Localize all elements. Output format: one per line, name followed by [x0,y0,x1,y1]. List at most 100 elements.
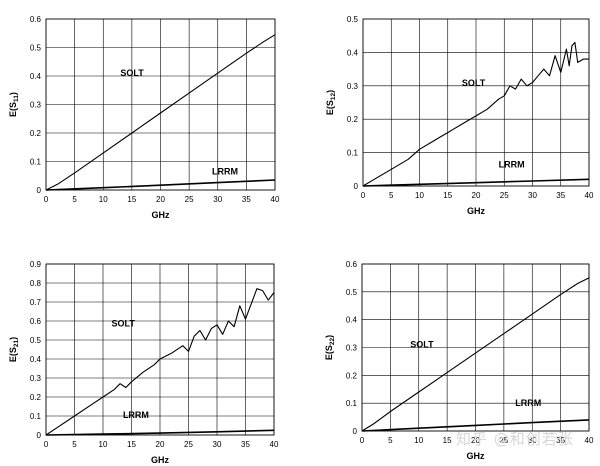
x-tick-label: 10 [99,440,108,449]
x-tick-label: 20 [156,195,165,204]
series-line-solt [45,288,275,436]
watermark-text: 知乎 @和创若张 [456,430,574,448]
x-tick-label: 40 [585,436,594,445]
y-tick-label: 0 [353,427,358,436]
y-tick-label: 0.5 [347,15,359,24]
y-tick-label: 0.4 [30,72,42,81]
series-line-lrrm [362,178,590,187]
y-tick-label: 0.9 [30,260,42,269]
x-tick-label: 0 [44,440,49,449]
series-label-lrrm: LRRM [212,166,238,176]
plot-frame [45,18,276,191]
y-tick-label: 0 [37,186,42,195]
y-tick-label: 0.1 [30,412,42,421]
x-tick-label: 15 [443,436,452,445]
x-tick-label: 0 [361,191,366,200]
x-tick-label: 5 [389,191,394,200]
x-tick-label: 30 [213,440,222,449]
y-axis-label: E(S22) [324,335,336,360]
plot-frame [362,18,590,187]
y-tick-label: 0.6 [30,317,42,326]
y-axis-label: E(S11) [8,92,20,117]
x-tick-label: 10 [414,436,423,445]
y-tick-label: 0 [354,182,359,191]
y-tick-label: 0.6 [346,260,358,269]
y-tick-label: 0.3 [30,101,42,110]
y-tick-label: 0.4 [30,355,42,364]
series-line-solt [45,34,276,191]
x-tick-label: 40 [271,195,280,204]
y-tick-label: 0.4 [346,316,358,325]
x-tick-label: 15 [127,440,136,449]
x-tick-label: 15 [443,191,452,200]
x-tick-label: 30 [528,436,537,445]
x-tick-label: 25 [499,436,508,445]
series-label-lrrm: LRRM [499,160,525,170]
y-tick-label: 0.2 [346,371,358,380]
x-tick-label: 20 [156,440,165,449]
y-tick-label: 0.2 [30,129,42,138]
y-tick-label: 0.3 [346,344,358,353]
y-tick-label: 0.2 [347,115,359,124]
x-tick-label: 0 [360,436,365,445]
x-tick-label: 5 [72,195,77,204]
y-tick-label: 0.1 [346,399,358,408]
series-label-solt: SOLT [410,340,434,350]
y-tick-label: 0 [37,431,42,440]
x-tick-label: 25 [185,195,194,204]
series-line-solt [361,277,590,432]
chart-panel-2: 0 5 10 15 20 25 30 35 40 0 0.1 0.2 0.3 0.4 0.5 GHz E(S12… [325,15,594,216]
x-tick-label: 35 [556,436,565,445]
x-axis-label: GHz [467,451,486,461]
x-tick-label: 35 [241,440,250,449]
x-tick-label: 10 [99,195,108,204]
y-tick-label: 0.7 [30,298,42,307]
x-tick-label: 25 [184,440,193,449]
x-tick-label: 35 [556,191,565,200]
x-tick-label: 5 [72,440,77,449]
plot-frame [361,263,590,432]
x-tick-label: 40 [585,191,594,200]
x-tick-label: 40 [270,440,279,449]
x-tick-label: 5 [388,436,393,445]
y-tick-label: 0.8 [30,279,42,288]
x-tick-label: 35 [242,195,251,204]
x-axis-label: GHz [467,206,486,216]
series-label-solt: SOLT [112,319,136,329]
y-tick-label: 0.1 [347,149,359,158]
y-tick-label: 0.3 [347,82,359,91]
series-label-lrrm: LRRM [515,398,541,408]
chart-panel-4: 0 5 10 15 20 25 30 35 40 0 0.1 0.2 0.3 0.4 0.5 0.6 GHz E(… [324,260,594,461]
y-axis-label: E(S21) [8,337,20,362]
x-axis-label: GHz [151,455,170,465]
x-tick-label: 20 [472,191,481,200]
y-tick-label: 0.5 [346,288,358,297]
series-line-lrrm [45,179,276,191]
x-tick-label: 10 [415,191,424,200]
chart-panel-3: 0 5 10 15 20 25 30 35 40 0 0.1 0.2 0.3 0.4 0.5 0.6 0.7 0.… [8,260,279,465]
x-axis-label: GHz [152,210,171,220]
y-tick-label: 0.5 [30,336,42,345]
x-tick-label: 25 [500,191,509,200]
y-tick-label: 0.5 [30,44,42,53]
series-label-solt: SOLT [120,68,144,78]
series-line-lrrm [361,419,590,432]
y-tick-label: 0.1 [30,158,42,167]
series-label-lrrm: LRRM [123,410,149,420]
y-tick-label: 0.2 [30,393,42,402]
x-tick-label: 30 [528,191,537,200]
y-axis-label: E(S12) [325,90,337,115]
x-tick-label: 0 [44,195,49,204]
series-label-solt: SOLT [462,78,486,88]
chart-panel-1: 0 5 10 15 20 25 30 35 40 0 0.1 0.2 0.3 0.4 0.5 0.6 GHz E(… [8,15,280,220]
y-tick-label: 0.3 [30,374,42,383]
plot-frame [45,263,275,436]
x-tick-label: 20 [471,436,480,445]
x-tick-label: 15 [127,195,136,204]
series-line-lrrm [45,429,275,436]
y-tick-label: 0.6 [30,15,42,24]
series-line-solt [362,41,589,187]
y-tick-label: 0.4 [347,48,359,57]
x-tick-label: 30 [213,195,222,204]
